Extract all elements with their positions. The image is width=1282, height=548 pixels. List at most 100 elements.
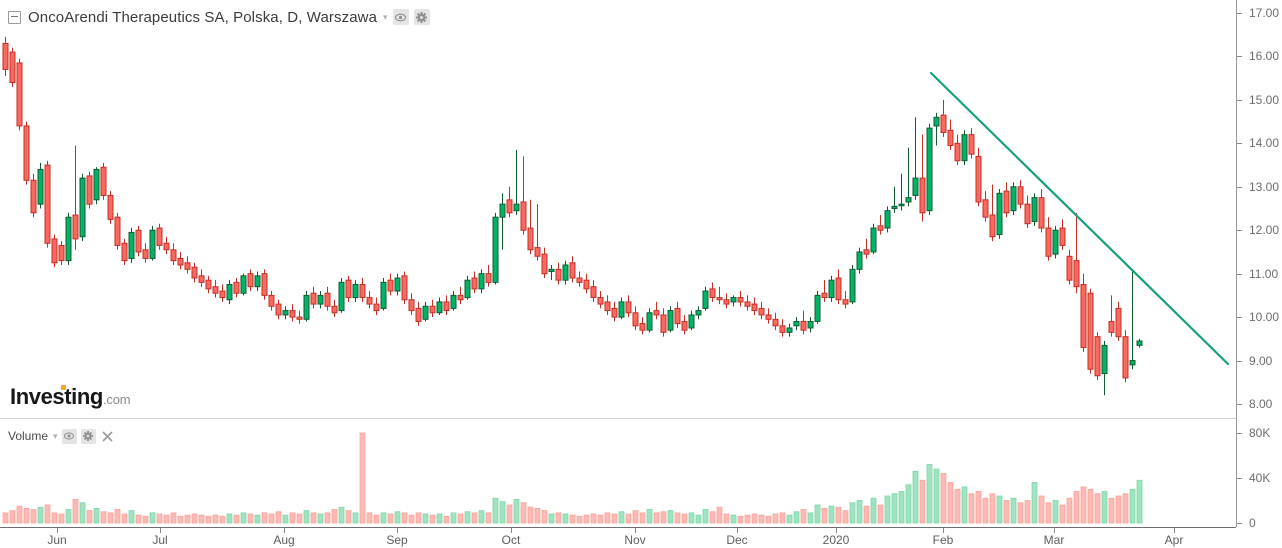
candle-down bbox=[842, 299, 849, 305]
candle-down bbox=[821, 292, 828, 299]
volume-bar-up bbox=[807, 512, 814, 524]
volume-bar-down bbox=[2, 512, 9, 524]
candle-down bbox=[506, 199, 513, 214]
volume-bar-up bbox=[513, 498, 520, 524]
candle-down bbox=[1087, 292, 1094, 370]
candle-down bbox=[184, 262, 191, 270]
watermark-brand: Investing bbox=[10, 384, 103, 409]
candle-up bbox=[65, 216, 72, 262]
volume-bar-down bbox=[653, 512, 660, 524]
gear-icon[interactable] bbox=[413, 9, 430, 25]
chevron-down-icon[interactable]: ▾ bbox=[383, 11, 388, 22]
volume-bar-down bbox=[1073, 491, 1080, 524]
candle-down bbox=[1108, 320, 1115, 333]
volume-bar-up bbox=[884, 495, 891, 524]
volume-bar-up bbox=[394, 511, 401, 524]
candle-down bbox=[744, 301, 751, 307]
watermark-dot bbox=[61, 385, 66, 390]
candle-down bbox=[975, 155, 982, 203]
candle-down bbox=[72, 214, 79, 240]
volume-bar-down bbox=[100, 511, 107, 524]
volume-bar-down bbox=[506, 504, 513, 524]
minus-box-icon[interactable] bbox=[8, 10, 21, 24]
volume-bar-up bbox=[562, 513, 569, 524]
candle-up bbox=[317, 294, 324, 305]
close-icon[interactable] bbox=[100, 429, 115, 444]
volume-bar-down bbox=[121, 513, 128, 524]
volume-bar-down bbox=[366, 512, 373, 524]
candle-up bbox=[702, 290, 709, 309]
volume-bar-down bbox=[842, 510, 849, 524]
candle-down bbox=[590, 286, 597, 299]
eye-icon[interactable] bbox=[61, 428, 77, 444]
candle-down bbox=[1003, 190, 1010, 214]
time-axis-tick bbox=[1054, 528, 1055, 533]
candle-down bbox=[1122, 336, 1129, 379]
volume-bar-down bbox=[443, 515, 450, 524]
candle-down bbox=[1045, 227, 1052, 257]
volume-bar-down bbox=[86, 510, 93, 524]
candle-up bbox=[898, 203, 905, 207]
volume-bar-down bbox=[1066, 497, 1073, 524]
gear-icon[interactable] bbox=[80, 428, 96, 444]
volume-axis-tick bbox=[1237, 478, 1242, 479]
candle-down bbox=[16, 62, 23, 127]
time-axis-label: 2020 bbox=[822, 533, 850, 547]
price-axis-label: 11.00 bbox=[1249, 266, 1279, 281]
volume-bar-up bbox=[436, 513, 443, 524]
time-axis-line bbox=[0, 527, 1236, 528]
price-axis-tick bbox=[1237, 230, 1242, 232]
candle-up bbox=[1129, 360, 1136, 366]
candle-down bbox=[772, 318, 779, 327]
volume-bar-up bbox=[317, 513, 324, 524]
candle-down bbox=[58, 244, 65, 262]
volume-bar-up bbox=[646, 509, 653, 524]
candle-down bbox=[709, 288, 716, 299]
eye-icon[interactable] bbox=[392, 9, 409, 25]
candle-down bbox=[779, 325, 786, 333]
time-axis-label: Apr bbox=[1164, 533, 1184, 547]
volume-bar-up bbox=[254, 514, 261, 524]
volume-bar-down bbox=[1122, 493, 1129, 524]
candle-down bbox=[156, 227, 163, 246]
candle-down bbox=[954, 142, 961, 162]
candle-down bbox=[9, 51, 16, 84]
volume-bar-up bbox=[688, 512, 695, 524]
candle-down bbox=[751, 303, 758, 312]
volume-bar-down bbox=[429, 514, 436, 524]
volume-bar-up bbox=[730, 514, 737, 524]
volume-bar-down bbox=[191, 513, 198, 524]
volume-bar-up bbox=[849, 502, 856, 524]
volume-bar-up bbox=[492, 497, 499, 524]
candle-down bbox=[86, 175, 93, 205]
volume-bar-down bbox=[114, 509, 121, 524]
volume-bar-down bbox=[835, 506, 842, 524]
price-axis-label: 16.00 bbox=[1249, 49, 1280, 64]
candle-down bbox=[534, 247, 541, 257]
candle-down bbox=[919, 177, 926, 214]
volume-bar-down bbox=[156, 513, 163, 524]
candle-down bbox=[541, 253, 548, 275]
volume-bar-down bbox=[604, 512, 611, 524]
trendline-annotation[interactable] bbox=[929, 71, 1230, 366]
candle-down bbox=[639, 323, 646, 331]
volume-bar-down bbox=[660, 511, 667, 524]
candle-down bbox=[597, 297, 604, 305]
candle-down bbox=[359, 284, 366, 299]
time-axis-label: Sep bbox=[386, 533, 408, 547]
candle-down bbox=[268, 294, 275, 307]
candle-down bbox=[408, 299, 415, 312]
candle-up bbox=[79, 177, 86, 238]
volume-axis-tick bbox=[1237, 523, 1242, 524]
volume-bar-up bbox=[793, 511, 800, 524]
chevron-down-icon[interactable]: ▾ bbox=[53, 430, 58, 441]
candle-up bbox=[93, 168, 100, 201]
volume-bar-down bbox=[415, 512, 422, 524]
candle-up bbox=[380, 281, 387, 309]
candle-down bbox=[23, 125, 30, 181]
volume-bar-down bbox=[947, 482, 954, 524]
volume-bar-down bbox=[940, 473, 947, 524]
watermark-suffix: .com bbox=[102, 392, 131, 407]
candle-down bbox=[520, 201, 527, 231]
